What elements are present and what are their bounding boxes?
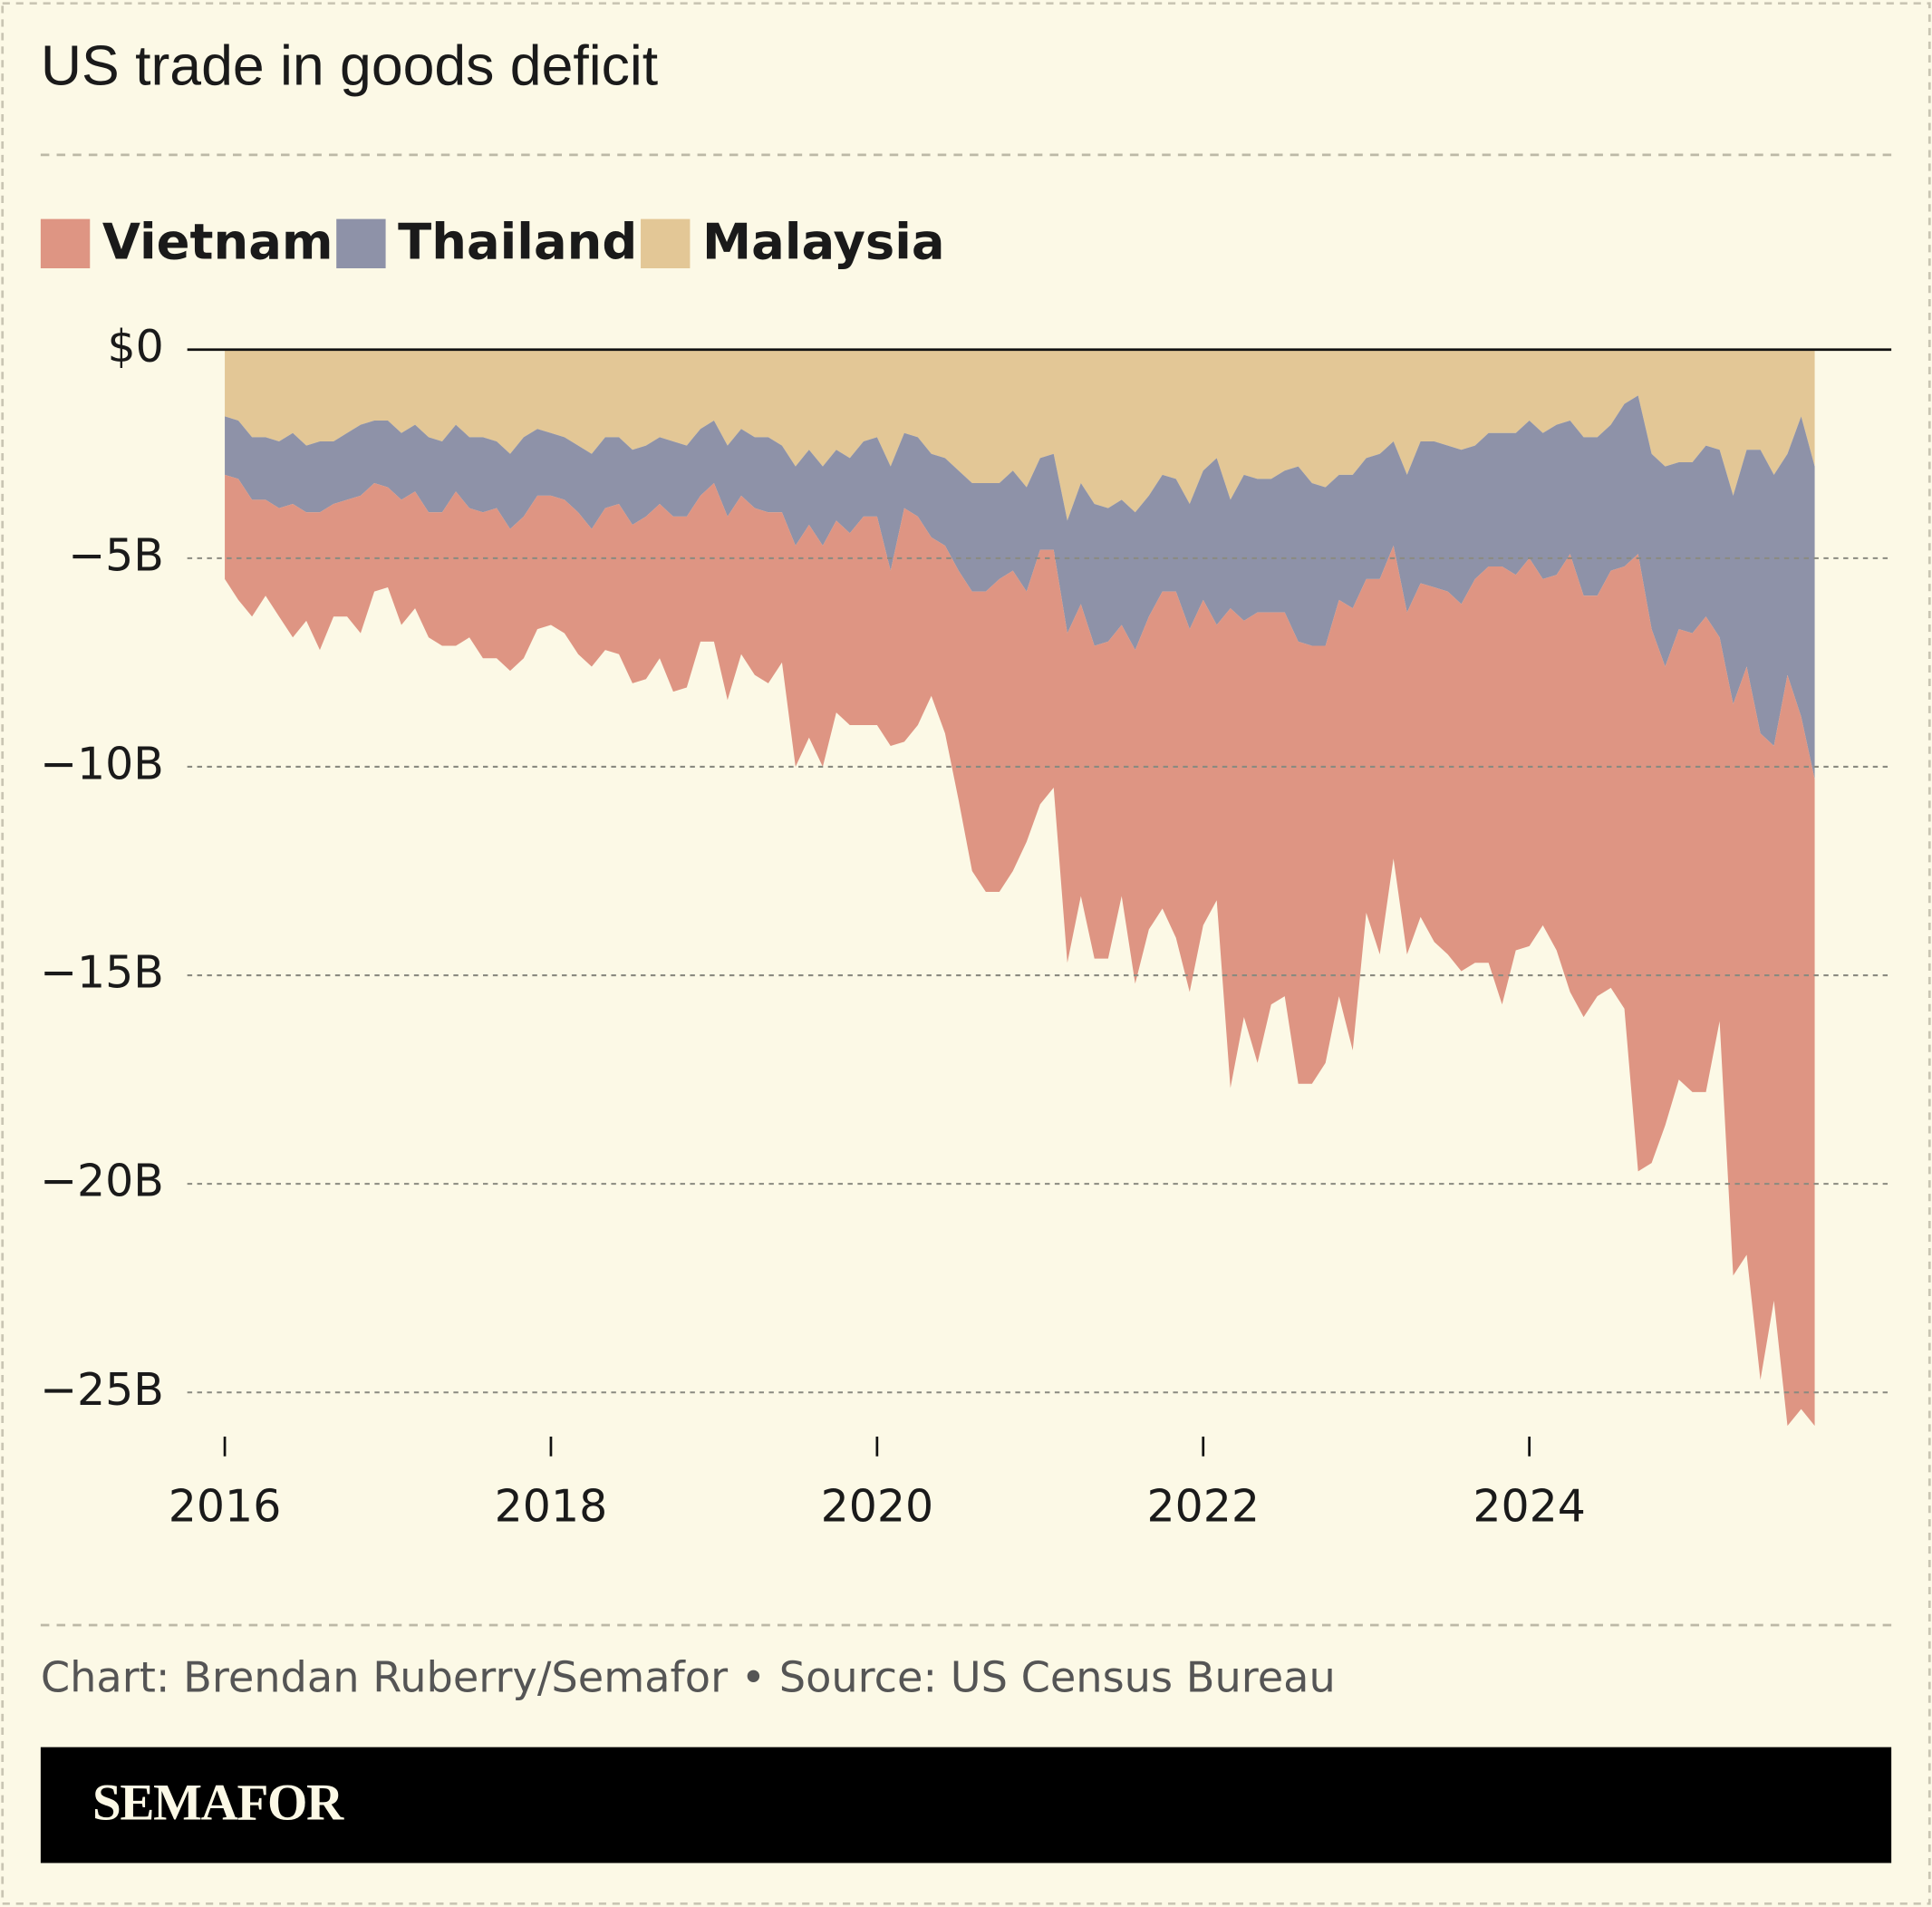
legend-label: Malaysia <box>702 213 945 270</box>
x-tick-label: 2022 <box>1146 1481 1260 1533</box>
x-tick-label: 2024 <box>1473 1481 1586 1533</box>
plot-area: $0 −5B −10B −15B −20B −25B 2016 2018 2020 2022 202… <box>40 321 1892 1533</box>
x-tick-label: 2020 <box>821 1481 934 1533</box>
brand-bar <box>40 1747 1892 1863</box>
y-tick-label: −10B <box>40 738 164 789</box>
legend-swatch <box>336 218 386 269</box>
area <box>225 474 1815 1427</box>
brand-logo: SEMAFOR <box>92 1774 344 1831</box>
chart-title: US trade in goods deficit <box>41 34 658 98</box>
y-tick-label: −25B <box>40 1364 164 1416</box>
y-tick-label: −20B <box>40 1156 164 1207</box>
area <box>225 349 1815 521</box>
source-note: Chart: Brendan Ruberry/Semafor • Source:… <box>41 1653 1336 1702</box>
y-tick-label: −15B <box>40 947 164 999</box>
legend-label: Vietnam <box>102 213 333 270</box>
legend-label: Thailand <box>398 213 637 270</box>
x-tick-label: 2016 <box>169 1481 282 1533</box>
x-tick-label: 2018 <box>495 1481 608 1533</box>
y-tick-label: $0 <box>108 321 164 373</box>
legend-swatch <box>641 218 691 269</box>
legend-swatch <box>40 218 91 269</box>
area <box>225 395 1815 779</box>
y-tick-label: −5B <box>68 529 164 581</box>
